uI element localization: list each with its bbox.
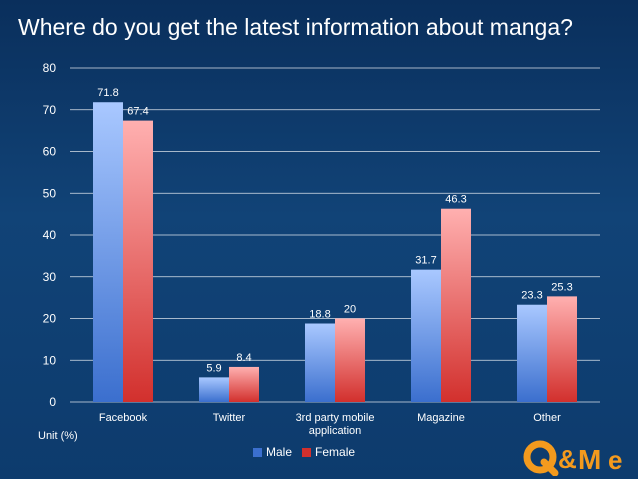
bar-female — [547, 296, 577, 402]
data-label-male: 71.8 — [97, 87, 118, 99]
bar-male — [93, 102, 123, 403]
legend-swatch-male — [253, 447, 262, 457]
chart-title: Where do you get the latest information … — [18, 14, 573, 40]
bar-female — [123, 120, 153, 402]
x-tick-label: Other — [533, 412, 561, 424]
data-label-male: 23.3 — [521, 290, 542, 302]
x-tick-label: Magazine — [417, 412, 465, 424]
legend-label-female: Female — [315, 445, 356, 459]
y-tick-label: 10 — [43, 353, 57, 367]
y-tick-label: 20 — [43, 312, 57, 326]
legend: Male Female — [253, 445, 355, 459]
data-label-male: 5.9 — [206, 362, 221, 374]
bars — [93, 102, 577, 403]
legend-item-male: Male — [253, 445, 292, 459]
legend-label-male: Male — [266, 445, 293, 459]
bar-female — [335, 318, 365, 402]
data-label-female: 67.4 — [127, 106, 148, 118]
data-label-female: 8.4 — [236, 352, 251, 364]
data-label-female: 25.3 — [551, 281, 572, 293]
bar-male — [305, 323, 335, 402]
bar-male — [199, 377, 229, 402]
y-axis: 0 10 20 30 40 50 60 70 80 — [43, 61, 57, 409]
bar-female — [441, 208, 471, 402]
data-label-male: 31.7 — [415, 255, 436, 267]
x-tick-label: 3rd party mobile — [296, 412, 375, 424]
y-tick-label: 50 — [43, 186, 57, 200]
qandme-logo: & M e — [523, 440, 622, 476]
y-tick-label: 80 — [43, 61, 57, 75]
svg-text:e: e — [608, 445, 622, 475]
x-tick-label: Facebook — [99, 412, 148, 424]
data-label-male: 18.8 — [309, 309, 330, 321]
y-tick-label: 70 — [43, 103, 57, 117]
y-tick-label: 0 — [49, 395, 56, 409]
bar-male — [517, 304, 547, 402]
svg-text:M: M — [578, 444, 601, 475]
y-tick-label: 40 — [43, 228, 57, 242]
data-label-female: 46.3 — [445, 194, 466, 206]
legend-swatch-female — [302, 447, 312, 457]
legend-item-female: Female — [302, 445, 355, 459]
y-tick-label: 60 — [43, 145, 57, 159]
bar-male — [411, 269, 441, 402]
x-tick-label: Twitter — [213, 412, 246, 424]
svg-text:&: & — [558, 444, 577, 474]
unit-label: Unit (%) — [38, 430, 78, 442]
x-axis: Facebook Twitter 3rd party mobileapplicati… — [99, 412, 561, 437]
y-tick-label: 30 — [43, 270, 57, 284]
bar-female — [229, 366, 259, 402]
x-tick-label: application — [309, 425, 362, 437]
data-label-female: 20 — [344, 304, 356, 316]
data-labels: 71.8 67.4 5.9 8.4 18.8 20 31.7 46.3 23.3 25.3 — [97, 87, 572, 374]
